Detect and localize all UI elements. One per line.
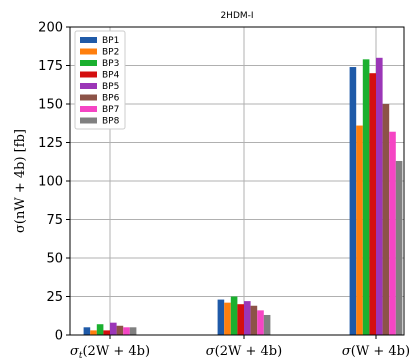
legend-swatch-bp4 <box>80 71 97 78</box>
legend-box <box>74 30 126 130</box>
bar-bp2-1 <box>90 330 97 335</box>
legend-swatch-bp5 <box>80 83 97 89</box>
y-tick-label: 125 <box>38 136 63 151</box>
y-tick-label: 200 <box>38 21 63 36</box>
y-tick-label: 50 <box>46 252 63 267</box>
bar-bp4-2 <box>237 304 244 335</box>
bar-bp5-1 <box>110 322 117 335</box>
legend-swatch-bp3 <box>80 60 97 66</box>
bar-bp8-2 <box>263 314 271 335</box>
y-tick-label: 175 <box>38 59 63 74</box>
y-tick-label: 0 <box>55 329 63 344</box>
legend-swatch-bp7 <box>80 106 97 112</box>
bar-bp2-2 <box>224 302 231 335</box>
bar-bp6-2 <box>250 305 258 335</box>
bar-bp8-1 <box>129 327 137 335</box>
y-axis-ticks: 0 25 50 75 100 125 150 175 200 <box>38 21 70 344</box>
bar-bp2-3 <box>356 125 363 335</box>
legend-label-bp7: BP7 <box>102 105 119 115</box>
legend-label-bp5: BP5 <box>102 82 119 92</box>
legend-label-bp3: BP3 <box>102 59 119 69</box>
legend-label-bp8: BP8 <box>102 117 120 127</box>
bar-bp1-2 <box>217 299 225 335</box>
bar-bp1-1 <box>83 327 91 335</box>
bar-bp6-3 <box>382 104 390 335</box>
legend-swatch-bp1 <box>80 37 97 43</box>
bar-bp5-3 <box>376 57 383 336</box>
bar-bp4-3 <box>369 73 376 335</box>
legend-label-bp6: BP6 <box>102 94 120 104</box>
y-axis-label: σ(nW + 4b) [fb] <box>13 129 28 233</box>
x-tick-label: σ(2W + 4b) <box>206 344 282 359</box>
bar-bp7-3 <box>389 131 396 335</box>
x-tick-label: σ(W + 4b) <box>342 344 410 359</box>
x-axis-labels: σt(2W + 4b) σ(2W + 4b) σ(W + 4b) <box>70 335 410 360</box>
legend-label-bp4: BP4 <box>102 71 120 81</box>
x-tick-label: σt(2W + 4b) <box>70 344 150 360</box>
y-tick-label: 25 <box>46 290 63 305</box>
bar-bp8-3 <box>395 160 403 335</box>
y-tick-label: 100 <box>38 175 63 190</box>
bar-bp4-1 <box>103 330 110 335</box>
legend-swatch-bp2 <box>80 48 97 55</box>
legend-label-bp1: BP1 <box>102 36 119 46</box>
bars <box>83 57 403 336</box>
bar-bp6-1 <box>116 325 124 335</box>
legend-swatch-bp6 <box>80 94 97 101</box>
legend-swatch-bp8 <box>80 117 97 124</box>
bar-bp7-1 <box>123 327 130 335</box>
bar-bp3-1 <box>96 324 104 335</box>
y-tick-label: 150 <box>38 98 63 113</box>
chart-title: 2HDM-I <box>220 11 253 21</box>
bar-bp7-2 <box>257 310 264 335</box>
bar-bp1-3 <box>349 67 357 335</box>
y-tick-label: 75 <box>46 213 63 228</box>
legend-label-bp2: BP2 <box>102 48 119 58</box>
bar-bp3-2 <box>230 296 238 335</box>
bar-bp3-3 <box>362 59 370 336</box>
bar-bp5-2 <box>244 301 251 335</box>
